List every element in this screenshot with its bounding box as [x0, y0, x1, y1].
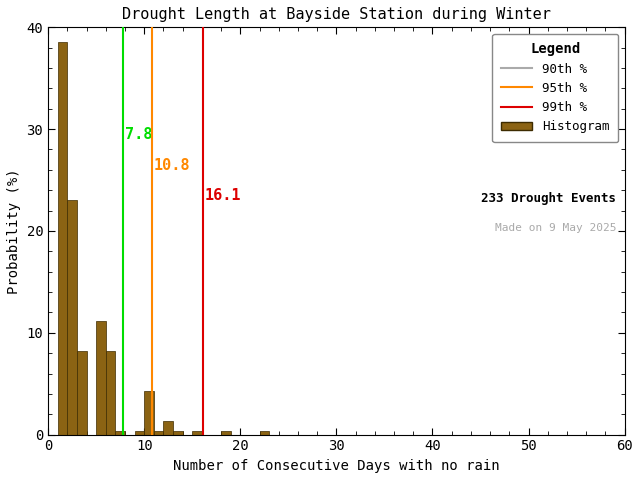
Text: 16.1: 16.1: [205, 189, 241, 204]
Bar: [173, 431, 182, 434]
Bar: [221, 431, 230, 434]
Bar: [77, 351, 86, 434]
Bar: [115, 431, 125, 434]
Bar: [134, 431, 144, 434]
Bar: [106, 351, 115, 434]
Legend: 90th %, 95th %, 99th %, Histogram: 90th %, 95th %, 99th %, Histogram: [492, 34, 618, 142]
Y-axis label: Probability (%): Probability (%): [7, 168, 21, 294]
X-axis label: Number of Consecutive Days with no rain: Number of Consecutive Days with no rain: [173, 459, 500, 473]
Bar: [163, 421, 173, 434]
Bar: [154, 431, 163, 434]
Text: 10.8: 10.8: [154, 158, 190, 173]
Text: 7.8: 7.8: [125, 127, 152, 142]
Bar: [144, 391, 154, 434]
Bar: [67, 201, 77, 434]
Text: 233 Drought Events: 233 Drought Events: [481, 192, 616, 205]
Bar: [259, 431, 269, 434]
Title: Drought Length at Bayside Station during Winter: Drought Length at Bayside Station during…: [122, 7, 551, 22]
Bar: [192, 431, 202, 434]
Text: Made on 9 May 2025: Made on 9 May 2025: [495, 223, 616, 233]
Bar: [96, 321, 106, 434]
Bar: [58, 42, 67, 434]
